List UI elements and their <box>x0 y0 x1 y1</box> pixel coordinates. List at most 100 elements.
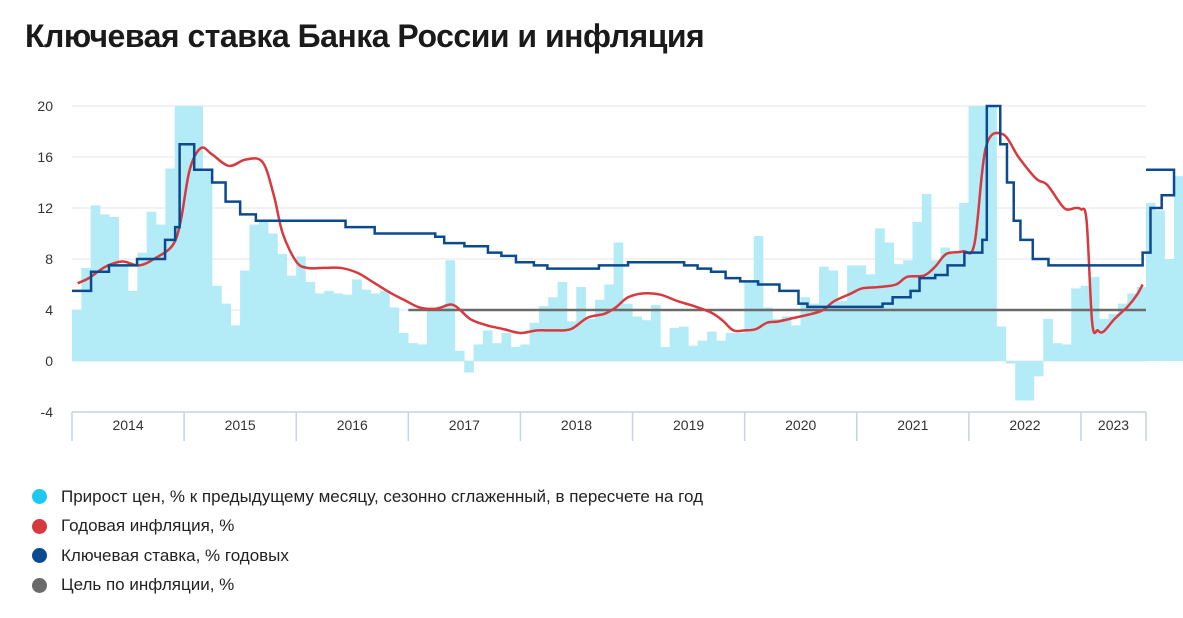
legend-item-monthly[interactable]: Прирост цен, % к предыдущему месяцу, сез… <box>32 482 703 512</box>
monthly-bar <box>174 106 185 361</box>
monthly-bar <box>81 267 91 361</box>
monthly-bar <box>1173 176 1183 361</box>
monthly-bar <box>566 321 577 361</box>
y-tick-label: 8 <box>45 251 53 267</box>
monthly-bar <box>707 331 717 361</box>
monthly-bar <box>604 284 614 361</box>
monthly-bar <box>464 361 474 373</box>
monthly-bar <box>622 303 633 361</box>
monthly-bar <box>557 281 568 361</box>
monthly-bar <box>716 340 727 361</box>
monthly-bar <box>492 343 502 361</box>
monthly-bar <box>221 303 232 361</box>
monthly-bar <box>893 264 904 361</box>
x-tick-label: 2017 <box>449 417 480 433</box>
monthly-bar <box>865 274 876 361</box>
monthly-bar <box>800 297 811 361</box>
monthly-bar <box>940 247 951 361</box>
monthly-bar <box>380 290 390 361</box>
monthly-bar <box>1024 361 1035 401</box>
monthly-bar <box>529 322 540 361</box>
chart-title: Ключевая ставка Банка России и инфляция <box>25 18 705 54</box>
monthly-bar <box>146 211 157 361</box>
monthly-bar <box>1052 343 1063 361</box>
monthly-bar <box>594 299 605 361</box>
y-tick-label: 16 <box>37 149 53 165</box>
monthly-bar <box>137 252 148 361</box>
legend-dot-key-rate <box>32 548 47 564</box>
monthly-bar <box>128 290 138 361</box>
monthly-bar <box>1155 210 1165 361</box>
monthly-bar <box>763 307 773 361</box>
monthly-bar <box>1061 344 1072 361</box>
monthly-bar <box>72 310 82 361</box>
monthly-bar <box>641 320 652 361</box>
monthly-bar <box>809 303 820 361</box>
legend-item-key-rate[interactable]: Ключевая ставка, % годовых <box>32 541 703 571</box>
x-tick-label: 2019 <box>673 417 704 433</box>
monthly-bar <box>426 310 437 361</box>
monthly-bar <box>650 304 661 361</box>
monthly-bar <box>819 266 829 361</box>
monthly-bar <box>184 106 194 361</box>
monthly-bar <box>1136 287 1147 361</box>
monthly-bar <box>828 270 839 361</box>
x-tick-label: 2021 <box>897 417 928 433</box>
monthly-bar <box>1099 318 1109 361</box>
monthly-bar <box>1089 276 1100 361</box>
monthly-bar <box>576 287 586 361</box>
inflation-line <box>77 131 1144 335</box>
monthly-bar <box>230 325 241 361</box>
legend-label-target: Цель по инфляции, % <box>61 575 235 595</box>
monthly-bar <box>333 293 344 361</box>
monthly-bar <box>968 106 979 361</box>
monthly-bar <box>660 346 670 361</box>
monthly-bar <box>679 326 689 361</box>
monthly-bar <box>538 306 549 361</box>
key-rate-line <box>72 104 1176 309</box>
monthly-bar <box>875 228 885 361</box>
monthly-bar <box>436 306 446 361</box>
monthly-bar <box>884 242 895 361</box>
monthly-bar <box>118 265 129 361</box>
legend-label-key-rate: Ключевая ставка, % годовых <box>61 545 289 565</box>
monthly-bar <box>1145 202 1156 361</box>
x-tick-label: 2014 <box>112 417 143 433</box>
monthly-bar <box>1127 293 1137 361</box>
monthly-bar <box>165 168 176 361</box>
monthly-bar <box>959 202 969 361</box>
x-tick-label: 2015 <box>225 417 256 433</box>
monthly-bar <box>314 293 325 361</box>
monthly-bar <box>753 236 764 361</box>
monthly-bar <box>688 345 698 361</box>
monthly-bar <box>501 332 512 361</box>
monthly-bar <box>398 332 409 361</box>
monthly-bar <box>286 275 297 361</box>
monthly-bar <box>100 214 110 361</box>
monthly-bar <box>305 281 316 361</box>
monthly-bar <box>1117 303 1128 361</box>
monthly-bar <box>156 224 166 361</box>
monthly-bar <box>482 330 493 361</box>
monthly-bar <box>408 343 418 361</box>
monthly-bar <box>473 344 484 361</box>
monthly-bar <box>949 251 960 361</box>
monthly-bar <box>510 346 521 361</box>
legend-dot-target <box>32 577 47 593</box>
monthly-bar <box>1080 285 1091 361</box>
monthly-bar <box>548 297 558 361</box>
legend-label-inflation: Годовая инфляция, % <box>61 516 235 536</box>
monthly-bar <box>772 318 783 361</box>
monthly-bar <box>258 220 269 361</box>
monthly-bar <box>1005 361 1016 364</box>
legend-item-target[interactable]: Цель по инфляции, % <box>32 571 703 601</box>
monthly-bar <box>632 316 642 361</box>
monthly-bar <box>109 216 119 361</box>
monthly-bar <box>193 106 204 361</box>
legend-item-inflation[interactable]: Годовая инфляция, % <box>32 512 703 542</box>
monthly-bar <box>324 290 334 361</box>
monthly-bar <box>1071 288 1081 361</box>
monthly-bar <box>277 253 288 361</box>
monthly-bar <box>791 325 801 361</box>
monthly-bar <box>735 332 745 361</box>
